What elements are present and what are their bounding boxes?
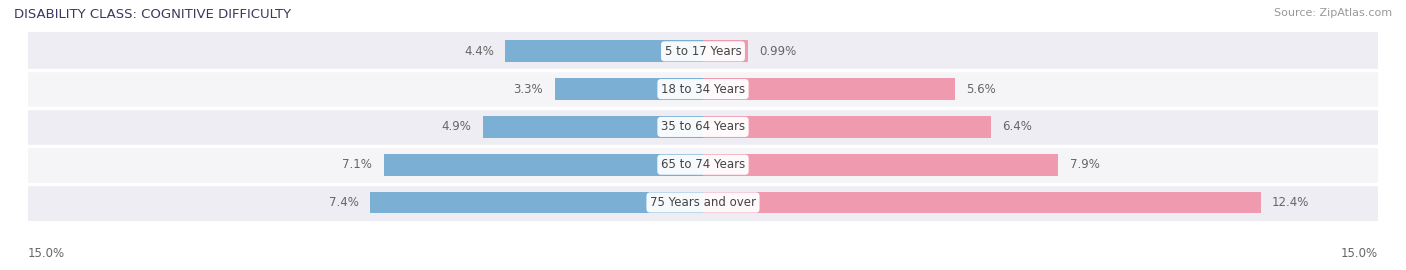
Text: 12.4%: 12.4% <box>1272 196 1309 209</box>
Bar <box>28 32 1378 70</box>
Bar <box>505 40 703 62</box>
Text: 4.9%: 4.9% <box>441 120 471 133</box>
Bar <box>703 116 991 138</box>
Bar <box>384 154 703 176</box>
Text: 7.9%: 7.9% <box>1070 158 1099 171</box>
Text: 6.4%: 6.4% <box>1002 120 1032 133</box>
Text: 65 to 74 Years: 65 to 74 Years <box>661 158 745 171</box>
Bar <box>28 146 1378 184</box>
Text: 5 to 17 Years: 5 to 17 Years <box>665 45 741 58</box>
Text: 15.0%: 15.0% <box>28 247 65 260</box>
Text: 75 Years and over: 75 Years and over <box>650 196 756 209</box>
Text: 18 to 34 Years: 18 to 34 Years <box>661 83 745 96</box>
Text: 0.99%: 0.99% <box>759 45 796 58</box>
Bar <box>482 116 703 138</box>
Text: DISABILITY CLASS: COGNITIVE DIFFICULTY: DISABILITY CLASS: COGNITIVE DIFFICULTY <box>14 8 291 21</box>
Text: 4.4%: 4.4% <box>464 45 494 58</box>
Bar <box>28 70 1378 108</box>
Text: Source: ZipAtlas.com: Source: ZipAtlas.com <box>1274 8 1392 18</box>
Bar <box>28 108 1378 146</box>
Bar <box>370 191 703 214</box>
Text: 35 to 64 Years: 35 to 64 Years <box>661 120 745 133</box>
Bar <box>703 78 955 100</box>
Text: 7.4%: 7.4% <box>329 196 359 209</box>
Text: 5.6%: 5.6% <box>966 83 995 96</box>
Bar <box>703 191 1261 214</box>
Text: 3.3%: 3.3% <box>513 83 543 96</box>
Bar <box>554 78 703 100</box>
Bar <box>28 184 1378 221</box>
Text: 7.1%: 7.1% <box>343 158 373 171</box>
Bar <box>703 40 748 62</box>
Bar <box>703 154 1059 176</box>
Text: 15.0%: 15.0% <box>1341 247 1378 260</box>
